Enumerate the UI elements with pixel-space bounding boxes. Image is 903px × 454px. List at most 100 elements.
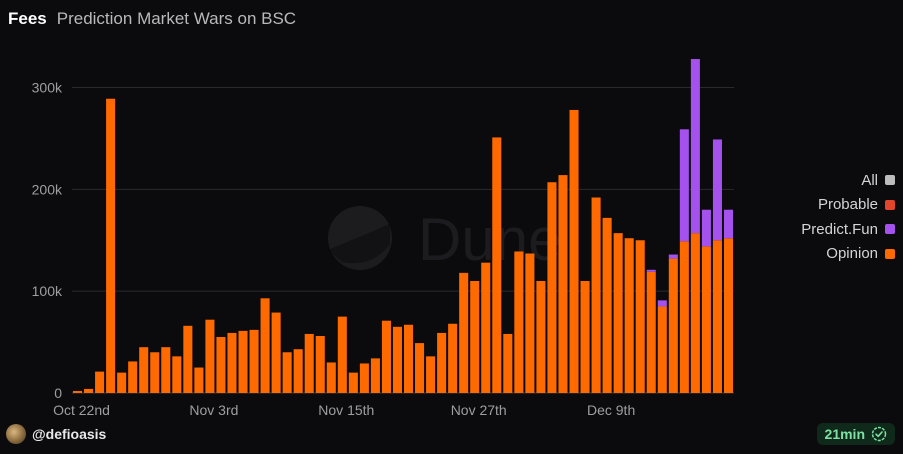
bar-predict-fun[interactable] [646, 269, 656, 272]
bar-opinion[interactable] [304, 333, 314, 393]
bar-opinion[interactable] [381, 320, 391, 393]
bar-opinion[interactable] [525, 253, 535, 393]
bar-opinion[interactable] [459, 272, 469, 393]
watermark-text: Dune [418, 206, 561, 273]
bar-opinion[interactable] [701, 246, 711, 393]
bar-opinion[interactable] [624, 238, 634, 393]
x-tick-label: Nov 3rd [189, 402, 238, 418]
avatar[interactable] [6, 424, 26, 444]
legend-label: Opinion [826, 245, 878, 263]
bar-opinion[interactable] [326, 362, 336, 393]
bar-opinion[interactable] [227, 332, 237, 393]
bar-opinion[interactable] [238, 330, 248, 393]
bar-opinion[interactable] [161, 347, 171, 393]
bar-predict-fun[interactable] [690, 59, 700, 234]
bar-opinion[interactable] [437, 332, 447, 393]
y-tick-label: 200k [32, 181, 63, 197]
bar-opinion[interactable] [635, 240, 645, 393]
bar-opinion[interactable] [370, 358, 380, 393]
y-tick-label: 300k [32, 80, 63, 96]
author-handle[interactable]: @defioasis [32, 426, 107, 442]
bar-opinion[interactable] [613, 233, 623, 393]
legend-item[interactable]: Probable [735, 193, 895, 218]
dune-logo-wave-icon [328, 224, 390, 264]
bar-predict-fun[interactable] [668, 254, 678, 259]
bar-opinion[interactable] [657, 306, 667, 393]
bar-opinion[interactable] [558, 175, 568, 393]
bar-opinion[interactable] [205, 319, 215, 393]
bar-opinion[interactable] [315, 335, 325, 393]
bar-opinion[interactable] [668, 258, 678, 393]
bar-opinion[interactable] [194, 367, 204, 393]
bar-opinion[interactable] [172, 356, 182, 393]
bar-opinion[interactable] [690, 233, 700, 393]
bar-opinion[interactable] [282, 352, 292, 393]
bar-opinion[interactable] [415, 343, 425, 393]
bar-opinion[interactable] [95, 371, 105, 393]
legend-swatch [885, 248, 895, 259]
bar-opinion[interactable] [249, 329, 259, 393]
bar-opinion[interactable] [403, 324, 414, 393]
refresh-time-label: 21min [824, 426, 865, 442]
bar-predict-fun[interactable] [723, 209, 734, 239]
bar-opinion[interactable] [260, 298, 270, 393]
legend-item[interactable]: Opinion [735, 242, 895, 267]
legend-label: All [861, 171, 878, 189]
bar-predict-fun[interactable] [679, 129, 689, 242]
bar-opinion[interactable] [547, 182, 557, 393]
bar-predict-fun[interactable] [657, 300, 667, 307]
bar-opinion[interactable] [216, 337, 226, 393]
chart-legend: All Probable Predict.Fun Opinion [735, 168, 895, 266]
y-tick-label: 0 [54, 385, 62, 401]
legend-swatch [885, 175, 895, 186]
bar-opinion[interactable] [271, 312, 281, 393]
bar-opinion[interactable] [128, 361, 138, 393]
x-tick-label: Nov 15th [318, 402, 374, 418]
bar-opinion[interactable] [72, 390, 83, 393]
bar-opinion[interactable] [392, 326, 403, 393]
bar-opinion[interactable] [514, 251, 524, 393]
bar-predict-fun[interactable] [701, 209, 711, 247]
bar-opinion[interactable] [359, 363, 369, 393]
bar-predict-fun[interactable] [712, 139, 722, 241]
bar-opinion[interactable] [183, 325, 193, 393]
y-tick-label: 100k [32, 283, 63, 299]
bar-opinion[interactable] [84, 388, 94, 393]
legend-swatch [885, 224, 895, 235]
bar-opinion[interactable] [646, 271, 656, 393]
chart-header: Fees Prediction Market Wars on BSC [8, 9, 296, 33]
bar-opinion[interactable] [348, 372, 358, 393]
bar-opinion[interactable] [492, 137, 502, 393]
bar-opinion[interactable] [569, 109, 579, 393]
legend-label: Predict.Fun [801, 220, 878, 238]
bar-opinion[interactable] [139, 347, 149, 393]
bar-opinion[interactable] [448, 323, 458, 393]
bar-opinion[interactable] [580, 281, 590, 393]
bar-opinion[interactable] [481, 262, 491, 393]
bar-opinion[interactable] [536, 281, 546, 393]
footer: @defioasis 21min [0, 414, 903, 454]
chart-subtitle: Prediction Market Wars on BSC [56, 9, 297, 28]
refresh-badge[interactable]: 21min [816, 423, 895, 445]
bar-opinion[interactable] [679, 241, 689, 393]
bar-opinion[interactable] [117, 372, 127, 393]
legend-item[interactable]: All [735, 168, 895, 193]
x-tick-label: Nov 27th [451, 402, 507, 418]
chart-title: Fees [8, 9, 47, 28]
bar-opinion[interactable] [712, 240, 722, 393]
bar-opinion[interactable] [293, 349, 303, 393]
bar-opinion[interactable] [591, 197, 601, 393]
check-badge-icon [871, 426, 887, 442]
bar-opinion[interactable] [426, 356, 436, 393]
bar-opinion[interactable] [602, 217, 612, 393]
bar-opinion[interactable] [150, 352, 160, 393]
legend-swatch [885, 199, 895, 210]
x-tick-label: Oct 22nd [53, 402, 110, 418]
bar-opinion[interactable] [723, 238, 734, 393]
bar-opinion[interactable] [106, 98, 116, 393]
bar-opinion[interactable] [337, 316, 347, 393]
bar-opinion[interactable] [470, 281, 480, 393]
bar-opinion[interactable] [503, 333, 513, 393]
legend-item[interactable]: Predict.Fun [735, 217, 895, 242]
